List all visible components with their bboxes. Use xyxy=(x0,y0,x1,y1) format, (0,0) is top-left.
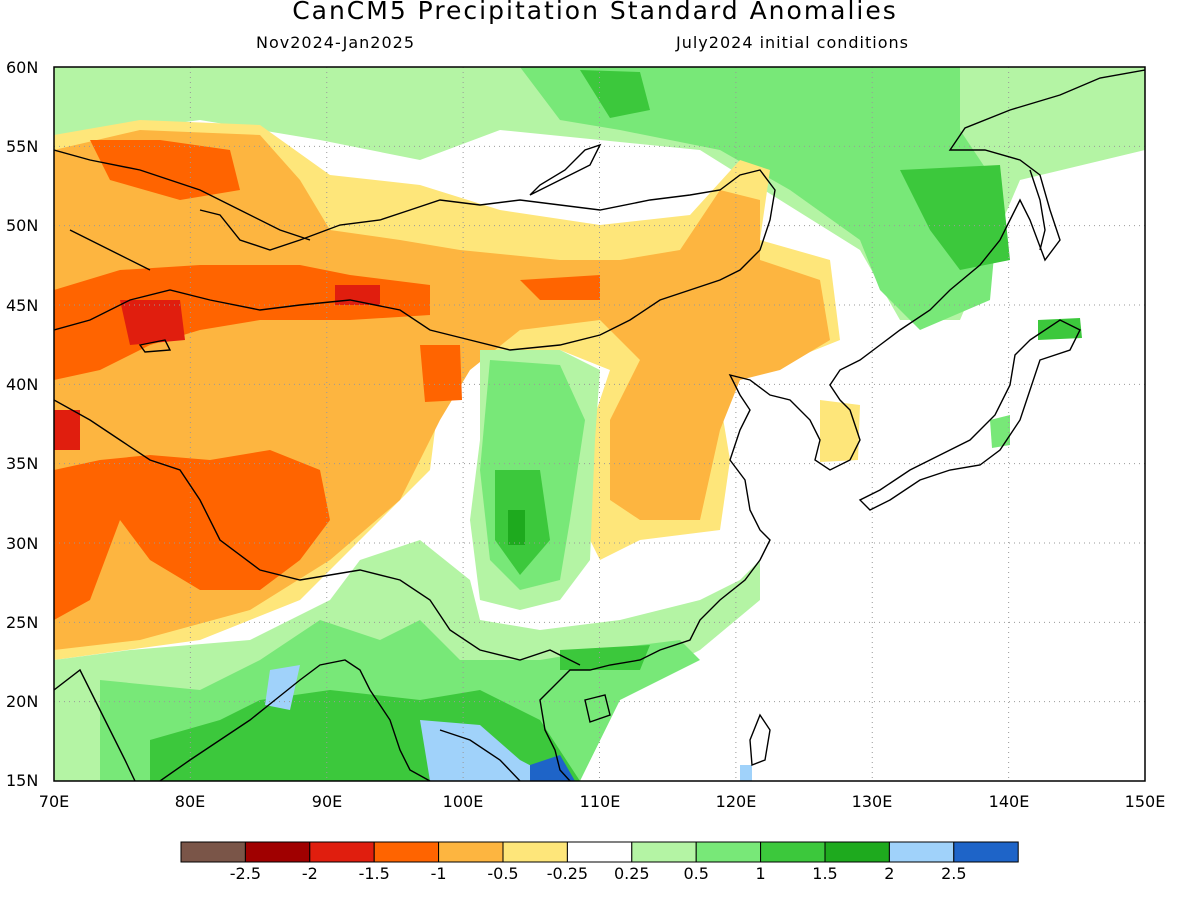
region-korea-dry xyxy=(820,400,860,462)
lon-label: 110E xyxy=(579,792,621,811)
colorbar-swatch xyxy=(953,841,1019,863)
colorbar-swatch xyxy=(180,841,246,863)
colorbar-swatch xyxy=(760,841,826,863)
region-hokkaido xyxy=(1038,318,1082,340)
colorbar-label: -0.5 xyxy=(487,864,519,883)
region-central-wet-core xyxy=(508,510,525,545)
lat-label: 40N xyxy=(6,375,39,394)
colorbar-swatch xyxy=(244,841,311,863)
region-japan-wet xyxy=(990,415,1010,448)
border-china-north xyxy=(54,169,776,351)
region-west-darkorange xyxy=(54,140,600,620)
colorbar-swatch xyxy=(438,841,504,863)
lat-label: 20N xyxy=(6,692,39,711)
lon-label: 120E xyxy=(715,792,757,811)
border-kazakhstan xyxy=(54,149,311,271)
lat-label: 50N xyxy=(6,216,39,235)
colorbar-swatch xyxy=(566,841,633,863)
colorbar-label: -1.5 xyxy=(358,864,390,883)
region-west-red xyxy=(54,285,380,450)
lon-label: 150E xyxy=(1124,792,1166,811)
map-title: CanCM5 Precipitation Standard Anomalies xyxy=(292,0,898,25)
colorbar-label: 2 xyxy=(884,864,895,883)
lat-label: 60N xyxy=(6,58,39,77)
colorbar-swatch xyxy=(695,841,762,863)
colorbar-swatch xyxy=(631,841,697,863)
island-sakhalin xyxy=(1029,169,1046,251)
lat-label: 35N xyxy=(6,454,39,473)
border-china-south xyxy=(54,399,581,666)
plot-frame xyxy=(53,66,1146,782)
initial-conditions: July2024 initial conditions xyxy=(676,33,909,52)
colorbar-swatch xyxy=(309,841,375,863)
coastline-south-asia xyxy=(54,659,521,781)
colorbar-swatch xyxy=(502,841,568,863)
lake-baikal xyxy=(529,143,602,196)
lat-label: 55N xyxy=(6,137,39,156)
colorbar-label: 0.5 xyxy=(683,864,709,883)
lat-label: 45N xyxy=(6,296,39,315)
colorbar-label: 0.25 xyxy=(613,864,650,883)
lat-label: 30N xyxy=(6,534,39,553)
colorbar-swatch xyxy=(373,841,440,863)
lat-label: 15N xyxy=(6,771,39,790)
lon-label: 140E xyxy=(988,792,1030,811)
forecast-period: Nov2024-Jan2025 xyxy=(256,33,415,52)
region-south-wet-vstrong xyxy=(265,665,560,781)
lat-label: 25N xyxy=(6,613,39,632)
coastline-east-asia xyxy=(539,69,1145,781)
colorbar-label: 2.5 xyxy=(941,864,967,883)
region-north-green-strong xyxy=(580,70,1010,270)
colorbar-label: -2.5 xyxy=(229,864,261,883)
colorbar-label: 1.5 xyxy=(812,864,838,883)
region-taiwan xyxy=(740,765,752,781)
anomaly-field xyxy=(54,67,1145,781)
colorbar xyxy=(180,841,1019,863)
lon-label: 90E xyxy=(311,792,343,811)
coastlines xyxy=(54,69,1145,781)
region-south-wet-strong xyxy=(150,645,650,781)
island-hainan xyxy=(584,694,611,723)
region-north-green-mid xyxy=(520,67,1000,330)
lon-label: 80E xyxy=(174,792,206,811)
colorbar-label: -1 xyxy=(430,864,447,883)
colorbar-label: 1 xyxy=(755,864,766,883)
island-taiwan xyxy=(749,713,771,766)
lon-label: 130E xyxy=(851,792,893,811)
lon-label: 100E xyxy=(442,792,484,811)
coastline-japan xyxy=(858,319,1081,511)
lake-balkhash xyxy=(138,339,172,353)
colorbar-label: -0.25 xyxy=(546,864,589,883)
colorbar-swatch xyxy=(888,841,955,863)
lon-label: 70E xyxy=(38,792,70,811)
colorbar-label: -2 xyxy=(301,864,318,883)
colorbar-swatch xyxy=(824,841,890,863)
